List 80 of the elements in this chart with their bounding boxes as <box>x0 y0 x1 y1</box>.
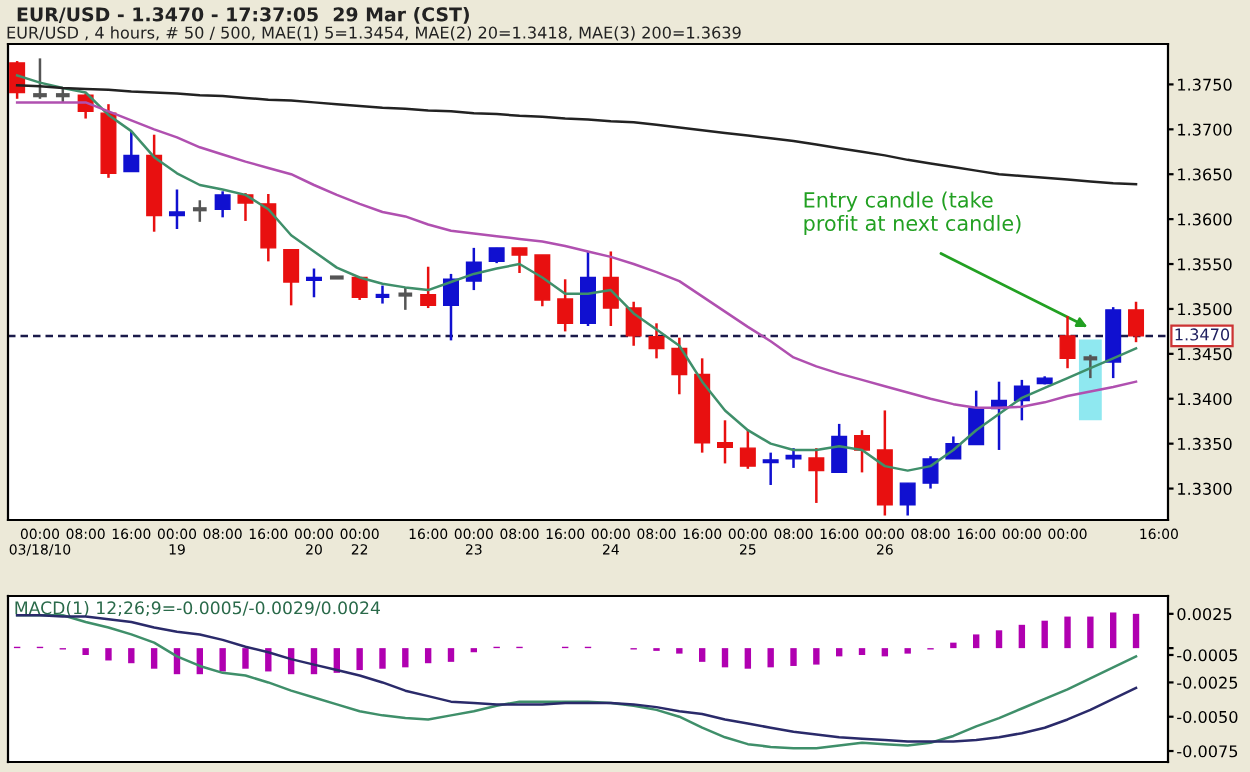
bar <box>767 648 774 668</box>
bar <box>1132 613 1140 649</box>
chart-subtitle: EUR/USD , 4 hours, # 50 / 500, MAE(1) 5=1.3454, MAE(2) 20=1.3418, MAE(3) 200=1.3639 <box>7 26 741 41</box>
bar <box>904 648 911 654</box>
y-tick-label: 1.3350 <box>1178 437 1232 451</box>
bar <box>813 648 820 665</box>
bar <box>972 634 980 649</box>
candlestick <box>214 190 231 219</box>
y-tick-label: 1.3500 <box>1178 303 1232 316</box>
bar <box>790 648 797 666</box>
bar <box>356 648 363 671</box>
candlestick <box>625 300 642 348</box>
candlestick <box>511 246 528 275</box>
bar <box>150 648 158 669</box>
candlestick <box>420 265 437 310</box>
y-tick-label: 1.3650 <box>1178 168 1232 181</box>
bar <box>1018 624 1026 649</box>
candlestick <box>373 284 392 305</box>
chart-title: EUR/USD - 1.3470 - 17:37:05 29 Mar (CST) <box>17 6 469 24</box>
y-tick-label: 0.0025 <box>1177 608 1232 621</box>
candlestick <box>579 250 597 328</box>
bar <box>1087 616 1094 649</box>
candlestick <box>168 188 185 231</box>
candlestick <box>717 419 734 465</box>
y-tick-label: -0.0050 <box>1177 710 1238 724</box>
candlestick <box>283 248 300 307</box>
bar <box>1064 616 1071 649</box>
bar <box>1110 612 1117 649</box>
candlestick <box>190 199 209 224</box>
candlestick <box>922 454 939 490</box>
y-tick-label: 1.3400 <box>1178 392 1232 406</box>
candlestick <box>648 322 665 360</box>
candlestick <box>762 451 779 487</box>
candlestick <box>260 192 277 263</box>
bar <box>379 648 386 669</box>
candlestick <box>808 446 825 505</box>
candlestick <box>785 446 802 470</box>
chart-title: MACD(1) 12;26;9=-0.0005/-0.0029/0.0024 <box>15 601 380 617</box>
bar <box>881 648 889 657</box>
candlestick <box>31 57 49 101</box>
bar <box>219 648 226 672</box>
bar <box>721 648 729 668</box>
candlestick <box>396 286 415 312</box>
y-tick-label: -0.0075 <box>1177 745 1238 758</box>
bar <box>82 648 89 655</box>
candlestick <box>123 129 140 173</box>
bar <box>128 648 135 664</box>
bar <box>995 630 1003 649</box>
bar <box>835 648 843 657</box>
y-tick-label: 1.3700 <box>1178 123 1232 136</box>
y-tick-label: 1.3550 <box>1178 258 1232 271</box>
y-tick-label: -0.0025 <box>1177 676 1238 689</box>
candlestick <box>854 428 871 474</box>
candlestick <box>739 428 756 471</box>
candlestick <box>899 481 916 517</box>
y-tick-label: 1.3600 <box>1178 213 1232 226</box>
y-tick-label: -0.0005 <box>1177 649 1238 662</box>
ref-line-label: 1.3470 <box>1175 328 1230 341</box>
bar <box>1041 620 1048 649</box>
annotation: Entry candle (take profit at next candle) <box>804 191 1021 236</box>
bar <box>858 648 866 655</box>
candlestick <box>557 278 574 333</box>
y-tick-label: 1.3450 <box>1178 348 1232 361</box>
candlestick <box>1128 300 1145 344</box>
candlestick <box>305 267 322 299</box>
y-tick-label: 1.3750 <box>1178 78 1232 91</box>
bar <box>698 648 706 662</box>
bar <box>447 648 455 662</box>
bar <box>744 648 752 669</box>
bar <box>402 648 409 668</box>
bar <box>950 642 957 649</box>
y-tick-label: 1.3300 <box>1178 482 1232 495</box>
candlestick <box>831 422 848 474</box>
candlestick <box>534 253 551 308</box>
bar <box>105 648 112 661</box>
bar <box>676 648 683 654</box>
candlestick <box>602 250 619 328</box>
bar <box>424 648 432 664</box>
candlestick <box>671 336 688 396</box>
bar <box>242 648 249 669</box>
